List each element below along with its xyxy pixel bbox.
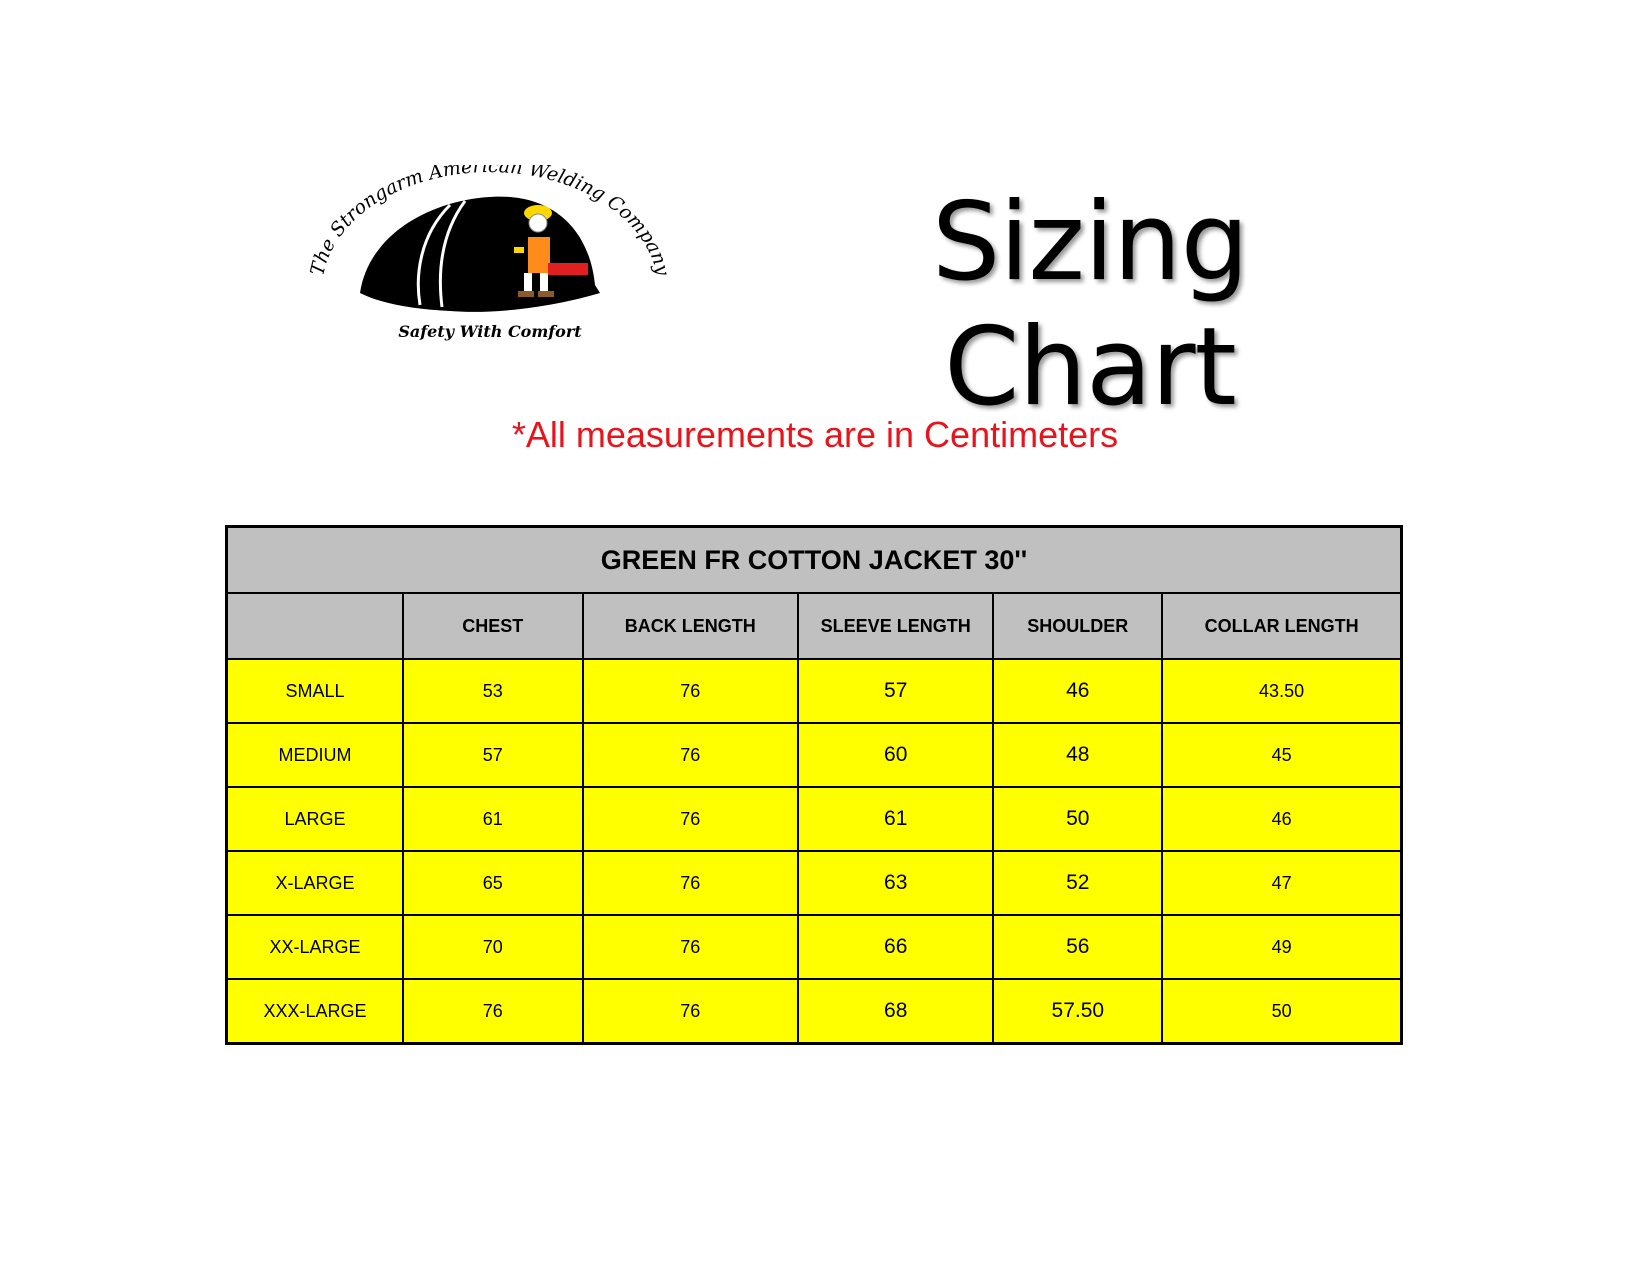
cell-back-length: 76 [581, 786, 799, 852]
cell-sleeve-length: 57 [796, 658, 995, 724]
hard-hat-icon [360, 196, 600, 312]
cell-shoulder: 48 [992, 722, 1164, 788]
table-row: MEDIUM 57 76 60 48 45 [225, 722, 1403, 788]
cell-shoulder: 56 [992, 914, 1164, 980]
column-header-back-length: BACK LENGTH [581, 592, 799, 660]
cell-back-length: 76 [581, 658, 799, 724]
cell-size: XX-LARGE [225, 914, 405, 980]
cell-collar-length: 46 [1161, 786, 1403, 852]
cell-shoulder: 57.50 [992, 978, 1164, 1045]
cell-size: X-LARGE [225, 850, 405, 916]
cell-collar-length: 45 [1161, 722, 1403, 788]
table-row: XXX-LARGE 76 76 68 57.50 50 [225, 978, 1403, 1045]
welder-figure-icon [514, 205, 588, 297]
table-row: XX-LARGE 70 76 66 56 49 [225, 914, 1403, 980]
cell-collar-length: 49 [1161, 914, 1403, 980]
sizing-table: GREEN FR COTTON JACKET 30'' CHEST BACK L… [225, 525, 1403, 1045]
cell-shoulder: 46 [992, 658, 1164, 724]
cell-chest: 61 [402, 786, 584, 852]
column-header-chest: CHEST [402, 592, 584, 660]
column-header-shoulder: SHOULDER [992, 592, 1164, 660]
cell-shoulder: 52 [992, 850, 1164, 916]
cell-back-length: 76 [581, 850, 799, 916]
logo-tagline: Safety With Comfort [398, 322, 582, 341]
header-row: CHEST BACK LENGTH SLEEVE LENGTH SHOULDER… [225, 592, 1403, 660]
cell-chest: 53 [402, 658, 584, 724]
cell-sleeve-length: 61 [796, 786, 995, 852]
cell-size: MEDIUM [225, 722, 405, 788]
cell-collar-length: 43.50 [1161, 658, 1403, 724]
column-header-collar-length: COLLAR LENGTH [1161, 592, 1403, 660]
cell-chest: 76 [402, 978, 584, 1045]
cell-shoulder: 50 [992, 786, 1164, 852]
table-row: LARGE 61 76 61 50 46 [225, 786, 1403, 852]
cell-sleeve-length: 60 [796, 722, 995, 788]
cell-collar-length: 50 [1161, 978, 1403, 1045]
units-note: *All measurements are in Centimeters [511, 414, 1119, 455]
cell-size: XXX-LARGE [225, 978, 405, 1045]
cell-chest: 70 [402, 914, 584, 980]
cell-back-length: 76 [581, 722, 799, 788]
column-header-sleeve-length: SLEEVE LENGTH [796, 592, 995, 660]
cell-size: SMALL [225, 658, 405, 724]
column-header [225, 592, 405, 660]
cell-sleeve-length: 66 [796, 914, 995, 980]
table-row: SMALL 53 76 57 46 43.50 [225, 658, 1403, 724]
page-title: Sizing Chart [931, 180, 1249, 430]
cell-back-length: 76 [581, 978, 799, 1045]
table-row: X-LARGE 65 76 63 52 47 [225, 850, 1403, 916]
cell-collar-length: 47 [1161, 850, 1403, 916]
cell-chest: 57 [402, 722, 584, 788]
cell-sleeve-length: 63 [796, 850, 995, 916]
table-caption: GREEN FR COTTON JACKET 30'' [225, 525, 1403, 594]
company-logo: The Strongarm American Welding Company S… [306, 165, 673, 341]
cell-sleeve-length: 68 [796, 978, 995, 1045]
cell-chest: 65 [402, 850, 584, 916]
cell-back-length: 76 [581, 914, 799, 980]
cell-size: LARGE [225, 786, 405, 852]
